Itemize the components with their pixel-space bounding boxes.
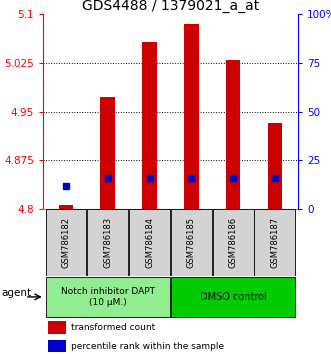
Text: GSM786183: GSM786183 — [103, 217, 112, 268]
Text: transformed count: transformed count — [71, 324, 155, 332]
Text: GSM786182: GSM786182 — [62, 217, 71, 268]
Text: percentile rank within the sample: percentile rank within the sample — [71, 342, 224, 350]
Text: GSM786187: GSM786187 — [270, 217, 279, 268]
Bar — [226, 60, 240, 209]
Bar — [171, 277, 295, 316]
Title: GDS4488 / 1379021_a_at: GDS4488 / 1379021_a_at — [82, 0, 259, 13]
Bar — [142, 42, 157, 209]
Bar — [101, 97, 115, 209]
Bar — [59, 205, 73, 209]
Text: DMSO control: DMSO control — [200, 292, 266, 302]
Text: agent: agent — [2, 289, 32, 298]
Bar — [171, 209, 212, 276]
Text: GSM786184: GSM786184 — [145, 217, 154, 268]
Bar — [129, 209, 170, 276]
Text: Notch inhibitor DAPT
(10 μM.): Notch inhibitor DAPT (10 μM.) — [61, 287, 155, 307]
Bar — [213, 209, 254, 276]
Bar — [87, 209, 128, 276]
Bar — [48, 339, 66, 352]
Bar — [48, 321, 66, 334]
Bar — [267, 123, 282, 209]
Bar — [46, 209, 86, 276]
Text: GSM786185: GSM786185 — [187, 217, 196, 268]
Bar — [184, 24, 199, 209]
Bar — [46, 277, 170, 316]
Text: GSM786186: GSM786186 — [229, 217, 238, 268]
Bar — [255, 209, 295, 276]
